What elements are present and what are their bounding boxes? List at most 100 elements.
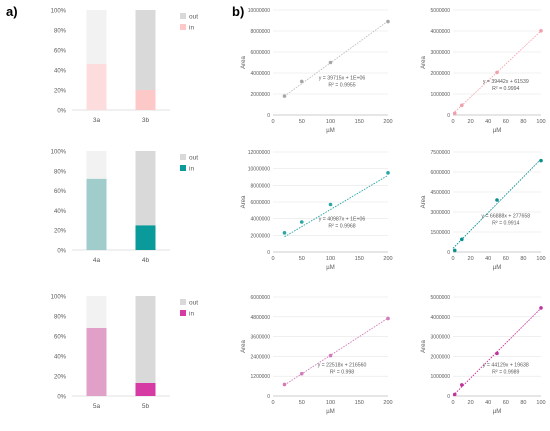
trend-equation: y = 40987x + 1E+06 (319, 216, 366, 222)
data-point (460, 237, 464, 242)
y-tick-label: 60% (54, 49, 67, 55)
data-point (452, 392, 457, 397)
trendline (284, 174, 389, 238)
x-tick-label: 150 (355, 119, 364, 125)
x-tick-label: 60 (503, 400, 509, 406)
y-tick-label: 3000000 (431, 335, 451, 341)
data-point (539, 28, 543, 33)
y-tick-label: 3000000 (431, 210, 451, 216)
y-tick-label: 1000000 (431, 374, 451, 380)
y-tick-label: 0 (267, 113, 270, 119)
y-tick-label: 10000000 (248, 167, 270, 173)
trendline (284, 20, 389, 97)
y-tick-label: 0% (57, 109, 66, 115)
y-tick-label: 1500000 (431, 230, 451, 236)
x-tick-label: 0 (271, 400, 274, 406)
data-point (539, 158, 543, 163)
chart-a2: 0% 20% 40% 60% 80% 100% 4a 4b out in (51, 150, 199, 265)
x-tick-label: 0 (451, 256, 454, 262)
legend-swatch-in (180, 310, 186, 316)
x-tick-label: 150 (355, 256, 364, 262)
y-tick-label: 20% (54, 229, 67, 235)
y-tick-label: 4000000 (251, 217, 271, 223)
y-axis-title: Area (421, 56, 427, 69)
y-axis-title: Area (241, 56, 247, 69)
y-tick-label: 4000000 (431, 315, 451, 321)
trend-r-squared: R² = 0.9989 (492, 369, 519, 375)
chart-b3: 0 2000000 4000000 6000000 8000000 10000000 120… (241, 150, 393, 271)
bar-in (86, 328, 107, 396)
y-tick-label: 0 (447, 113, 450, 119)
data-point (452, 111, 457, 116)
x-tick-label: 150 (355, 400, 364, 406)
y-tick-label: 4500000 (431, 190, 451, 196)
x-tick-label: 40 (485, 400, 491, 406)
x-tick-label: 60 (503, 119, 509, 125)
y-tick-label: 100% (51, 150, 67, 156)
y-tick-label: 8000000 (251, 29, 271, 35)
x-axis-title: µM (326, 128, 334, 134)
x-tick-label: 100 (326, 119, 335, 125)
y-tick-label: 2000000 (251, 233, 271, 239)
x-tick-label: 20 (468, 119, 474, 125)
trend-equation: y = 44129x + 19638 (483, 362, 529, 368)
chart-a3: 0% 20% 40% 60% 80% 100% 5a 5b out in (51, 295, 199, 411)
bar-out (86, 151, 107, 179)
bar-out (86, 10, 107, 64)
x-axis-title: µM (493, 128, 501, 134)
data-point (328, 60, 333, 65)
data-point (495, 70, 499, 75)
x-axis-title: µM (326, 265, 334, 271)
x-tick-label: 5a (93, 403, 101, 410)
y-axis-title: Area (421, 340, 427, 353)
y-tick-label: 80% (54, 315, 67, 321)
trend-r-squared: R² = 0.9914 (492, 220, 519, 226)
x-axis-title: µM (493, 409, 501, 415)
data-point (460, 103, 464, 108)
chart-b6: 0 1000000 2000000 3000000 4000000 5000000 0 20 4… (421, 295, 546, 415)
y-tick-label: 40% (54, 209, 67, 215)
y-tick-label: 60% (54, 189, 67, 195)
legend-label-out: out (189, 155, 198, 162)
y-tick-label: 5000000 (431, 295, 451, 301)
y-tick-label: 6000000 (251, 50, 271, 56)
y-tick-label: 40% (54, 355, 67, 361)
trend-r-squared: R² = 0.9968 (328, 223, 355, 229)
data-point (495, 198, 499, 202)
y-tick-label: 20% (54, 375, 67, 381)
legend-label-in: in (189, 166, 194, 173)
trend-r-squared: R² = 0.9955 (328, 82, 355, 88)
legend-label-out: out (189, 14, 198, 21)
x-tick-label: 50 (299, 119, 305, 125)
x-tick-label: 100 (536, 256, 545, 262)
bar-out (86, 296, 107, 328)
trend-r-squared: R² = 0.998 (330, 369, 354, 375)
y-tick-label: 0 (447, 394, 450, 400)
trendline (452, 158, 542, 249)
y-tick-label: 7500000 (431, 150, 451, 156)
panel-b-label: b) (232, 4, 245, 19)
x-axis-title: µM (326, 409, 334, 415)
y-tick-label: 5000000 (431, 8, 451, 14)
x-tick-label: 3a (93, 117, 101, 124)
y-tick-label: 0 (267, 250, 270, 256)
x-tick-label: 200 (383, 400, 392, 406)
bar-in (86, 64, 107, 110)
x-tick-label: 20 (468, 400, 474, 406)
data-point (328, 202, 333, 207)
data-point (495, 351, 499, 356)
x-tick-label: 20 (468, 256, 474, 262)
x-tick-label: 3b (142, 117, 150, 124)
x-tick-label: 200 (383, 256, 392, 262)
y-tick-label: 10000000 (248, 8, 270, 14)
x-tick-label: 100 (326, 256, 335, 262)
y-tick-label: 1200000 (251, 374, 271, 380)
legend-label-in: in (189, 311, 194, 318)
x-tick-label: 0 (451, 400, 454, 406)
y-tick-label: 60% (54, 335, 67, 341)
panel-a-label: a) (6, 4, 18, 19)
x-tick-label: 4b (142, 257, 150, 264)
x-tick-label: 50 (299, 400, 305, 406)
y-tick-label: 6000000 (251, 200, 271, 206)
y-axis-title: Area (241, 195, 247, 208)
